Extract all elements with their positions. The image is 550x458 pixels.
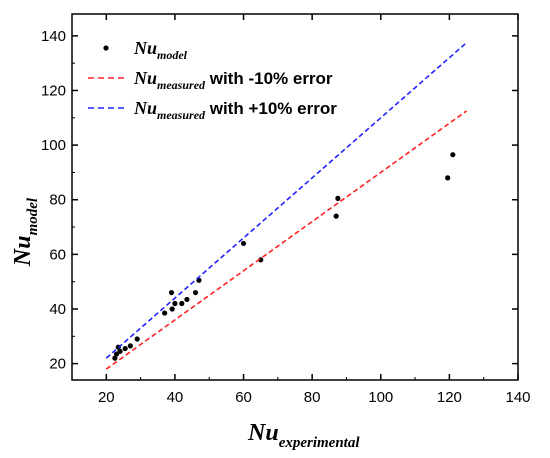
data-point: [333, 213, 339, 219]
x-tick-label: 60: [235, 389, 252, 406]
error-line-1: [105, 110, 468, 370]
legend-swatch-point: [103, 45, 109, 51]
data-point: [184, 296, 190, 303]
y-tick-label: 140: [41, 28, 66, 45]
data-point: [122, 345, 128, 352]
x-tick-label: 40: [167, 389, 184, 406]
data-point: [445, 175, 451, 181]
data-point: [117, 348, 123, 354]
data-point: [192, 289, 199, 296]
y-axis-label: Numodel: [10, 197, 41, 267]
legend: Numodel Numeasured with -10% error Numeasu…: [88, 38, 337, 122]
y-tick-label: 20: [49, 356, 66, 373]
legend-entry: Numeasured with +10% error: [133, 98, 337, 122]
x-tick-label: 20: [98, 389, 115, 406]
legend-entry: Numodel: [133, 38, 188, 62]
y-tick-label: 100: [41, 137, 66, 154]
axis-ticks: 20 40 60 80 100 120 140 20 40 60 80 100 120 140: [41, 14, 531, 406]
data-point: [162, 310, 168, 316]
data-point: [127, 343, 133, 349]
legend-entry: Numeasured with -10% error: [133, 68, 333, 92]
y-tick-label: 80: [49, 192, 66, 209]
data-point: [112, 355, 118, 361]
x-tick-label: 100: [368, 389, 393, 406]
x-tick-label: 140: [505, 389, 530, 406]
plot-frame: [71, 13, 519, 381]
x-tick-label: 80: [304, 389, 321, 406]
data-point: [134, 336, 140, 342]
x-axis-label: Nuexperimental: [247, 420, 360, 451]
y-tick-label: 120: [41, 82, 66, 99]
data-point: [450, 152, 456, 158]
data-point: [169, 306, 175, 312]
data-point: [172, 300, 178, 307]
data-point: [179, 300, 185, 307]
data-point: [240, 240, 247, 247]
y-tick-label: 60: [49, 246, 66, 263]
data-point: [335, 195, 341, 201]
series-layer: [105, 42, 468, 370]
y-tick-label: 40: [49, 301, 66, 318]
data-point: [168, 289, 175, 296]
x-tick-label: 120: [437, 389, 462, 406]
